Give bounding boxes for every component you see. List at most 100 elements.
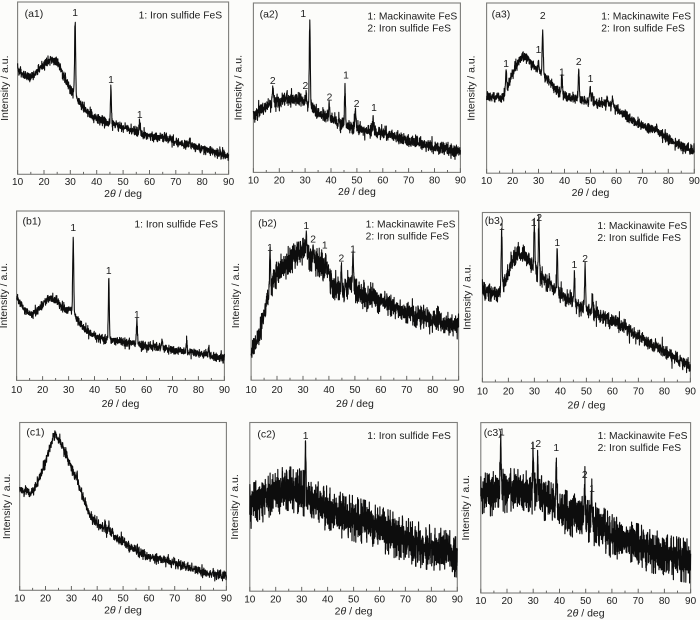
svg-text:10: 10 bbox=[477, 387, 489, 398]
svg-text:1: Iron sulfide FeS: 1: Iron sulfide FeS bbox=[367, 431, 451, 442]
svg-text:2θ / deg: 2θ / deg bbox=[572, 187, 610, 199]
svg-text:2: 2 bbox=[535, 439, 541, 450]
svg-text:80: 80 bbox=[197, 177, 209, 188]
svg-text:(c3): (c3) bbox=[484, 427, 502, 439]
svg-text:60: 60 bbox=[141, 385, 153, 396]
svg-text:20: 20 bbox=[503, 387, 515, 398]
svg-text:30: 30 bbox=[529, 387, 541, 398]
svg-text:2θ / deg: 2θ / deg bbox=[104, 188, 142, 200]
svg-text:1: 1 bbox=[303, 221, 309, 232]
svg-text:1: 1 bbox=[499, 222, 505, 233]
svg-text:30: 30 bbox=[300, 175, 312, 186]
svg-text:10: 10 bbox=[481, 176, 493, 187]
svg-text:2θ / deg: 2θ / deg bbox=[335, 606, 373, 618]
svg-text:2: 2 bbox=[582, 254, 588, 265]
svg-text:50: 50 bbox=[118, 594, 130, 605]
svg-text:30: 30 bbox=[296, 594, 308, 605]
svg-text:10: 10 bbox=[248, 175, 260, 186]
svg-text:20: 20 bbox=[270, 594, 282, 605]
svg-text:10: 10 bbox=[246, 385, 258, 396]
svg-text:40: 40 bbox=[554, 596, 566, 607]
svg-text:1: Mackinawite FeS: 1: Mackinawite FeS bbox=[367, 12, 457, 23]
svg-text:1: 1 bbox=[536, 45, 542, 56]
svg-text:90: 90 bbox=[452, 594, 464, 605]
svg-text:40: 40 bbox=[92, 594, 104, 605]
svg-text:1: 1 bbox=[559, 67, 565, 78]
svg-text:20: 20 bbox=[38, 177, 50, 188]
svg-text:2: 2 bbox=[303, 81, 309, 92]
svg-text:30: 30 bbox=[528, 596, 540, 607]
svg-text:10: 10 bbox=[14, 594, 26, 605]
svg-text:1: 1 bbox=[499, 428, 505, 439]
svg-text:70: 70 bbox=[401, 385, 413, 396]
svg-text:40: 40 bbox=[559, 176, 571, 187]
svg-text:40: 40 bbox=[322, 594, 334, 605]
svg-text:1: 1 bbox=[134, 310, 140, 321]
svg-text:(c1): (c1) bbox=[26, 427, 44, 439]
svg-text:Intensity / a.u.: Intensity / a.u. bbox=[230, 263, 242, 328]
svg-text:10: 10 bbox=[12, 177, 24, 188]
svg-text:80: 80 bbox=[427, 385, 439, 396]
svg-text:1: 1 bbox=[554, 238, 560, 249]
svg-text:1: 1 bbox=[72, 8, 78, 19]
svg-text:(b2): (b2) bbox=[258, 218, 277, 230]
svg-text:90: 90 bbox=[689, 176, 700, 187]
svg-text:30: 30 bbox=[65, 177, 77, 188]
svg-text:20: 20 bbox=[40, 594, 52, 605]
svg-text:40: 40 bbox=[325, 175, 337, 186]
svg-text:Intensity / a.u.: Intensity / a.u. bbox=[1, 474, 13, 539]
svg-text:2θ / deg: 2θ / deg bbox=[567, 400, 605, 412]
svg-text:60: 60 bbox=[606, 596, 618, 607]
svg-text:90: 90 bbox=[453, 385, 465, 396]
svg-text:(b1): (b1) bbox=[23, 216, 42, 228]
svg-text:1: 1 bbox=[322, 241, 328, 252]
svg-text:50: 50 bbox=[348, 594, 360, 605]
svg-text:80: 80 bbox=[659, 387, 671, 398]
svg-text:10: 10 bbox=[11, 385, 23, 396]
svg-text:1: 1 bbox=[553, 443, 559, 454]
svg-text:1: Iron sulfide FeS: 1: Iron sulfide FeS bbox=[139, 11, 223, 22]
svg-text:60: 60 bbox=[611, 176, 623, 187]
svg-text:1: 1 bbox=[300, 9, 306, 20]
svg-text:2θ / deg: 2θ / deg bbox=[567, 607, 605, 619]
svg-text:1: 1 bbox=[531, 218, 537, 229]
svg-text:2: 2 bbox=[310, 234, 316, 245]
svg-text:Intensity / a.u.: Intensity / a.u. bbox=[466, 55, 478, 120]
svg-text:40: 40 bbox=[555, 387, 567, 398]
svg-text:1: 1 bbox=[589, 484, 595, 495]
svg-text:2: Iron sulfide FeS: 2: Iron sulfide FeS bbox=[597, 233, 681, 244]
svg-text:50: 50 bbox=[115, 385, 127, 396]
svg-text:2: 2 bbox=[339, 254, 345, 265]
svg-text:90: 90 bbox=[455, 175, 467, 186]
svg-text:70: 70 bbox=[169, 594, 181, 605]
svg-text:2: Iron sulfide FeS: 2: Iron sulfide FeS bbox=[366, 232, 450, 243]
svg-text:90: 90 bbox=[685, 596, 697, 607]
svg-text:20: 20 bbox=[274, 175, 286, 186]
svg-text:2: 2 bbox=[327, 92, 333, 103]
svg-text:20: 20 bbox=[37, 385, 49, 396]
svg-text:2: Iron sulfide FeS: 2: Iron sulfide FeS bbox=[367, 24, 451, 35]
svg-text:1: Mackinawite FeS: 1: Mackinawite FeS bbox=[366, 220, 456, 231]
svg-text:50: 50 bbox=[349, 385, 361, 396]
svg-text:50: 50 bbox=[580, 596, 592, 607]
svg-text:1: Mackinawite FeS: 1: Mackinawite FeS bbox=[601, 12, 691, 23]
svg-text:2: 2 bbox=[576, 57, 582, 68]
svg-text:80: 80 bbox=[429, 175, 441, 186]
svg-text:70: 70 bbox=[403, 175, 415, 186]
svg-text:70: 70 bbox=[633, 596, 645, 607]
svg-text:40: 40 bbox=[323, 385, 335, 396]
svg-text:Intensity / a.u.: Intensity / a.u. bbox=[229, 474, 241, 539]
svg-text:(a3): (a3) bbox=[492, 9, 511, 21]
svg-text:50: 50 bbox=[351, 175, 363, 186]
svg-text:1: 1 bbox=[343, 71, 349, 82]
svg-text:40: 40 bbox=[89, 385, 101, 396]
svg-text:90: 90 bbox=[219, 385, 231, 396]
svg-text:60: 60 bbox=[374, 594, 386, 605]
svg-text:40: 40 bbox=[91, 177, 103, 188]
svg-text:20: 20 bbox=[271, 385, 283, 396]
svg-text:(c2): (c2) bbox=[257, 429, 275, 441]
svg-text:(b3): (b3) bbox=[485, 215, 504, 227]
svg-text:1: 1 bbox=[267, 243, 273, 254]
svg-text:2: 2 bbox=[536, 213, 542, 224]
svg-text:1: 1 bbox=[70, 223, 76, 234]
